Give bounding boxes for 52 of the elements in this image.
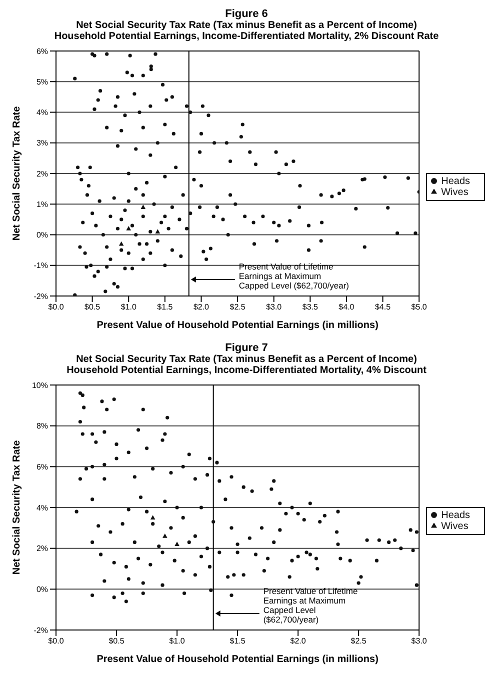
- x-tick-label: $0.0: [48, 636, 64, 646]
- x-tick-label: $4.5: [374, 302, 392, 312]
- x-tick-label: $1.0: [169, 636, 186, 646]
- x-tick-label: $2.0: [290, 636, 306, 646]
- y-tick-label: 2%: [36, 169, 48, 178]
- x-tick-label: $5.0: [411, 302, 428, 312]
- x-tick-label: $1.5: [157, 302, 174, 312]
- x-tick-label: $3.0: [411, 636, 428, 646]
- legend-label: Wives: [441, 521, 468, 532]
- x-tick-label: $3.5: [302, 302, 318, 312]
- y-tick-label: -2%: [34, 292, 48, 301]
- y-tick-label: 5%: [36, 77, 48, 86]
- y-tick-label: 4%: [36, 503, 48, 512]
- legend-label: Heads: [441, 510, 470, 521]
- x-tick-label: $3.0: [266, 302, 282, 312]
- x-tick-label: $0.5: [84, 302, 101, 312]
- y-axis-title: Net Social Security Tax Rate: [12, 106, 23, 241]
- x-tick-label: $2.5: [230, 302, 246, 312]
- x-tick-label: $1.0: [120, 302, 137, 312]
- y-tick-label: 3%: [36, 138, 48, 148]
- point: [155, 229, 160, 234]
- point: [140, 204, 146, 209]
- x-tick-label: $2.0: [193, 302, 210, 312]
- y-tick-label: 6%: [36, 46, 48, 56]
- y-tick-label: 8%: [36, 422, 48, 431]
- chart-subtitle: Net Social Security Tax Rate (Tax minus Benefit as a Percent of Income) Household Potential Earnings, Income-Differentiated Mortality, 4% Discount: [66, 354, 428, 376]
- x-axis-title: Present Value of Household Potential Earnings (in millions): [96, 654, 378, 665]
- y-tick-label: 1%: [36, 200, 48, 209]
- x-axis-title: Present Value of Household Potential Earnings (in millions): [96, 320, 378, 331]
- y-tick-label: 0%: [36, 585, 48, 594]
- chart-subtitle: Net Social Security Tax Rate (Tax minus Benefit as a Percent of Income) Household Potential Earnings, Income-Differentiated Mortality, 2% Discount Rate: [53, 20, 440, 42]
- y-tick-label: -1%: [34, 261, 48, 270]
- y-tick-label: -2%: [34, 626, 48, 635]
- y-tick-label: 4%: [36, 108, 48, 118]
- y-tick-label: 2%: [36, 544, 48, 554]
- y-tick-label: 10%: [32, 380, 48, 390]
- chart-title: Figure 6: [224, 8, 269, 20]
- point: [126, 226, 132, 230]
- point: [162, 533, 168, 538]
- x-tick-label: $2.5: [350, 636, 367, 646]
- y-axis-title: Net Social Security Tax Rate: [12, 440, 23, 575]
- x-tick-label: $0.0: [48, 302, 64, 312]
- y-tick-label: 6%: [36, 462, 48, 472]
- legend-label: Wives: [441, 187, 468, 198]
- point: [150, 515, 156, 520]
- x-tick-label: $0.5: [108, 636, 125, 646]
- x-tick-label: $4.0: [338, 302, 355, 312]
- x-tick-label: $1.5: [230, 636, 246, 646]
- y-tick-label: 0%: [36, 230, 48, 240]
- legend-label: Heads: [441, 176, 470, 187]
- point: [174, 542, 180, 546]
- chart-title: Figure 7: [224, 342, 269, 354]
